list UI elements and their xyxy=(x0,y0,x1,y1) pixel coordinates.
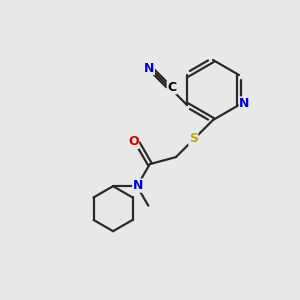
Text: O: O xyxy=(128,135,139,148)
Text: C: C xyxy=(167,81,176,94)
Text: N: N xyxy=(133,179,143,192)
Text: S: S xyxy=(189,132,198,145)
Text: N: N xyxy=(239,97,250,110)
Text: N: N xyxy=(144,61,154,75)
